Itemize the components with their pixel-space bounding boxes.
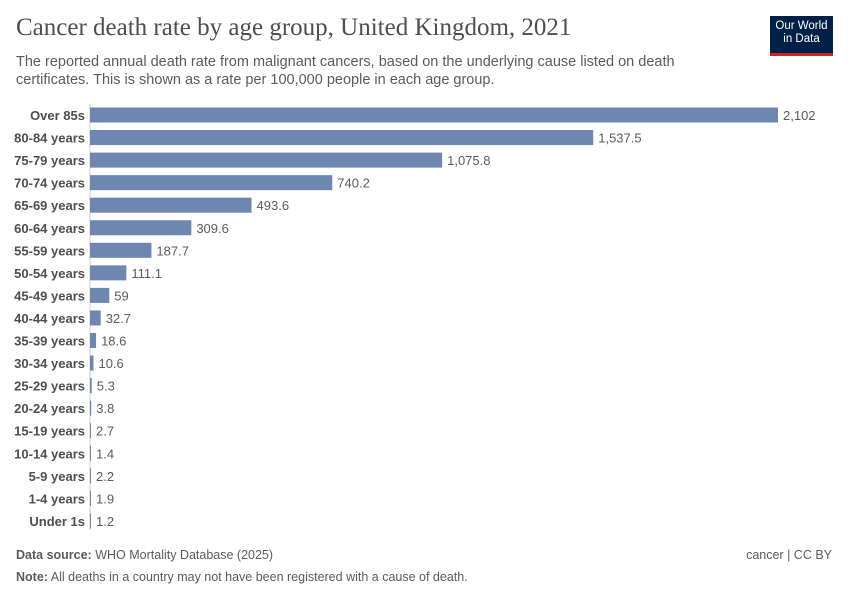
bar[interactable] <box>90 175 333 191</box>
source-text[interactable]: WHO Mortality Database (2025) <box>95 548 274 562</box>
bar[interactable] <box>90 152 443 168</box>
bar[interactable] <box>90 310 101 326</box>
category-label: 20-24 years <box>14 401 85 416</box>
value-label: 1.9 <box>96 491 114 506</box>
chart-title: Cancer death rate by age group, United K… <box>16 14 572 41</box>
owid-logo[interactable]: Our World in Data <box>770 16 833 56</box>
bar[interactable] <box>90 287 110 303</box>
value-label: 1.2 <box>96 514 114 529</box>
category-label: Over 85s <box>30 108 85 123</box>
value-label: 309.6 <box>196 221 229 236</box>
bar[interactable] <box>90 197 252 213</box>
category-label: 70-74 years <box>14 176 85 191</box>
category-label: 60-64 years <box>14 221 85 236</box>
category-label: 35-39 years <box>14 334 85 349</box>
license[interactable]: cancer | CC BY <box>746 548 832 562</box>
bar[interactable] <box>90 107 778 123</box>
category-label: 50-54 years <box>14 266 85 281</box>
note-text: All deaths in a country may not have bee… <box>50 570 468 584</box>
logo-line1: Our World <box>775 20 828 32</box>
value-label: 3.8 <box>96 401 114 416</box>
category-label: 30-34 years <box>14 356 85 371</box>
category-label: 10-14 years <box>14 446 85 461</box>
category-label: 1-4 years <box>29 491 85 506</box>
logo-line2: in Data <box>783 33 820 45</box>
value-label: 2,102 <box>783 108 816 123</box>
category-label: 25-29 years <box>14 379 85 394</box>
source-label: Data source: <box>16 548 92 562</box>
bar[interactable] <box>90 468 91 484</box>
value-label: 1,537.5 <box>598 131 641 146</box>
bar[interactable] <box>90 333 97 348</box>
value-label: 59 <box>114 288 128 303</box>
bar[interactable] <box>90 490 91 506</box>
bar[interactable] <box>90 378 92 394</box>
value-label: 32.7 <box>106 311 131 326</box>
chart-subtitle: The reported annual death rate from mali… <box>16 54 675 88</box>
bar[interactable] <box>90 445 91 461</box>
value-label: 493.6 <box>257 198 290 213</box>
bar[interactable] <box>90 265 127 281</box>
category-label: 5-9 years <box>29 469 85 484</box>
bar[interactable] <box>90 355 94 371</box>
bar[interactable] <box>90 423 91 439</box>
category-label: 65-69 years <box>14 198 85 213</box>
data-source: Data source: WHO Mortality Database (202… <box>16 548 273 562</box>
value-label: 1.4 <box>96 446 114 461</box>
note-label: Note: <box>16 570 48 584</box>
value-label: 18.6 <box>101 334 126 349</box>
value-label: 187.7 <box>156 243 189 258</box>
value-label: 111.1 <box>131 266 162 281</box>
category-label: 40-44 years <box>14 311 85 326</box>
bar[interactable] <box>90 242 152 258</box>
category-label: 15-19 years <box>14 424 85 439</box>
bar-chart: Over 85s 2,102 80-84 years 1,537.5 75-79 yea… <box>14 104 816 530</box>
value-label: 5.3 <box>97 379 115 394</box>
bar[interactable] <box>90 400 92 416</box>
category-label: 45-49 years <box>14 288 85 303</box>
value-label: 740.2 <box>337 176 370 191</box>
value-label: 10.6 <box>98 356 123 371</box>
bar[interactable] <box>90 513 91 529</box>
value-label: 1,075.8 <box>447 153 490 168</box>
category-label: 80-84 years <box>14 131 85 146</box>
value-label: 2.7 <box>96 424 114 439</box>
category-label: Under 1s <box>29 514 85 529</box>
value-label: 2.2 <box>96 469 114 484</box>
category-label: 75-79 years <box>14 153 85 168</box>
bar[interactable] <box>90 220 192 236</box>
bar[interactable] <box>90 130 594 146</box>
category-label: 55-59 years <box>14 243 85 258</box>
chart-note: Note: All deaths in a country may not ha… <box>16 570 468 584</box>
